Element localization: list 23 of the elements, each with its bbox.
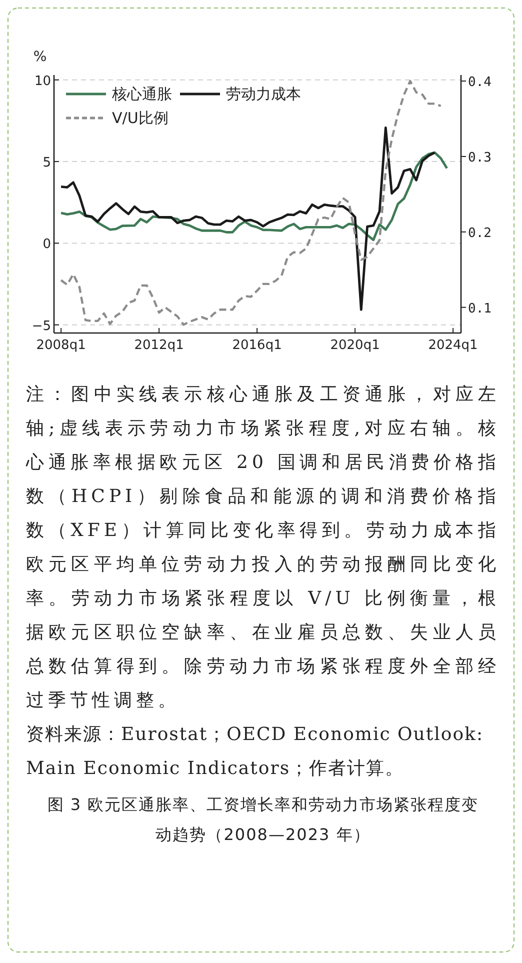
x-tick-label: 2016q1 [232,338,282,353]
text: 注：图中实线表示核心通胀及工资通胀，对应左轴;虚线表示劳动力市场紧张程度,对应右轴。核心通胀率根据欧元区 20 国调和居民消费价格指数（HCPI）剔除食品和能源的调和消费价格指数（XFE）计算同比变化率得到。劳动力成本指欧元区平均单位劳动力投入的劳动报酬同比变化率。劳动力市场紧张程度以 V/U 比例衡量，根据欧元区职位空缺率、在业雇员总数、失业人员总数估算得到。除劳动力市场紧张程度外全部经过季节性调整。 [26,384,500,711]
y2-tick-label: 0.4 [468,75,492,90]
line-series [60,151,448,242]
x-tick-label: 2024q1 [428,338,478,353]
line-series [60,80,442,326]
x-tick-label: 2008q1 [36,338,86,353]
text: 图 3 欧元区通胀率、工资增长率和劳动力市场紧张程度变动趋势（2008—2023 年） [46,794,480,846]
x-tick-label: 2012q1 [134,338,184,353]
line-series [60,126,436,311]
y-tick-label: 5 [42,156,51,171]
y-tick-label: 0 [42,237,51,252]
legend-label: 核心通胀 [111,85,172,103]
y-axis-title: % [33,49,47,65]
y2-tick-label: 0.1 [468,301,492,316]
y2-tick-label: 0.3 [468,150,492,166]
y-tick-label: −5 [32,318,51,334]
x-tick-label: 2020q1 [330,338,380,353]
text: 资料来源：Eurostat；OECD Economic Outlook: Main Economic Indicators；作者计算。 [26,723,485,781]
legend-label: V/U比例 [112,109,168,127]
y2-tick-label: 0.2 [468,226,492,241]
legend-label: 劳动力成本 [226,85,301,103]
y-tick-label: 10 [34,74,51,89]
